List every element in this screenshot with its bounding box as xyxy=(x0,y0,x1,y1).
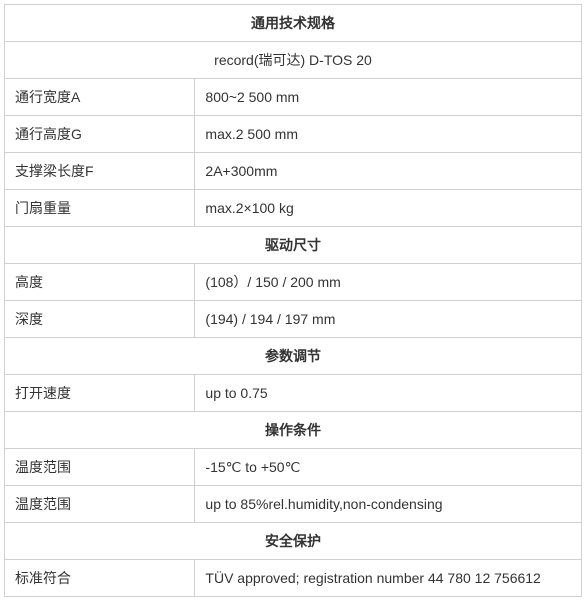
section-title: 驱动尺寸 xyxy=(5,227,582,264)
table-row: 支撑梁长度F 2A+300mm xyxy=(5,153,582,190)
section-header: 操作条件 xyxy=(5,412,582,449)
section-title: 操作条件 xyxy=(5,412,582,449)
section-title: 安全保护 xyxy=(5,523,582,560)
section-title: 通用技术规格 xyxy=(5,5,582,42)
spec-value: (108）/ 150 / 200 mm xyxy=(195,264,582,301)
section-header: 通用技术规格 xyxy=(5,5,582,42)
spec-value: (194) / 194 / 197 mm xyxy=(195,301,582,338)
spec-value: up to 85%rel.humidity,non-condensing xyxy=(195,486,582,523)
spec-label: 温度范围 xyxy=(5,486,195,523)
spec-value: 800~2 500 mm xyxy=(195,79,582,116)
section-header: 安全保护 xyxy=(5,523,582,560)
spec-label: 标准符合 xyxy=(5,560,195,597)
spec-label: 通行宽度A xyxy=(5,79,195,116)
spec-label: 高度 xyxy=(5,264,195,301)
spec-label: 深度 xyxy=(5,301,195,338)
table-row: 门扇重量 max.2×100 kg xyxy=(5,190,582,227)
table-row: 通行宽度A 800~2 500 mm xyxy=(5,79,582,116)
spec-table: 通用技术规格 record(瑞可达) D-TOS 20 通行宽度A 800~2 … xyxy=(4,4,582,597)
table-row: 打开速度 up to 0.75 xyxy=(5,375,582,412)
table-row: 高度 (108）/ 150 / 200 mm xyxy=(5,264,582,301)
spec-value: 2A+300mm xyxy=(195,153,582,190)
spec-label: 温度范围 xyxy=(5,449,195,486)
spec-label: 通行高度G xyxy=(5,116,195,153)
section-header: 驱动尺寸 xyxy=(5,227,582,264)
table-row: 温度范围 -15℃ to +50℃ xyxy=(5,449,582,486)
spec-value: TÜV approved; registration number 44 780… xyxy=(195,560,582,597)
spec-label: 打开速度 xyxy=(5,375,195,412)
spec-label: 门扇重量 xyxy=(5,190,195,227)
section-subtitle: record(瑞可达) D-TOS 20 xyxy=(5,42,582,79)
section-header: 参数调节 xyxy=(5,338,582,375)
table-row: 深度 (194) / 194 / 197 mm xyxy=(5,301,582,338)
spec-value: max.2 500 mm xyxy=(195,116,582,153)
table-row: 温度范围 up to 85%rel.humidity,non-condensin… xyxy=(5,486,582,523)
spec-label: 支撑梁长度F xyxy=(5,153,195,190)
spec-value: max.2×100 kg xyxy=(195,190,582,227)
table-row: 通行高度G max.2 500 mm xyxy=(5,116,582,153)
spec-value: up to 0.75 xyxy=(195,375,582,412)
spec-value: -15℃ to +50℃ xyxy=(195,449,582,486)
table-row: 标准符合 TÜV approved; registration number 4… xyxy=(5,560,582,597)
section-title: 参数调节 xyxy=(5,338,582,375)
section-subtitle-row: record(瑞可达) D-TOS 20 xyxy=(5,42,582,79)
